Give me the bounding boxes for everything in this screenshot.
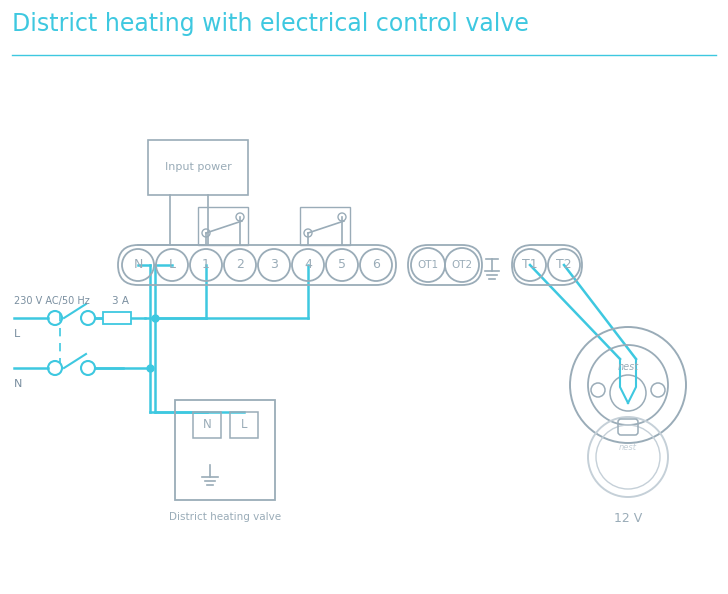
Bar [148, 140, 248, 195]
Text: District heating with electrical control valve: District heating with electrical control… [12, 12, 529, 36]
Text: OT1: OT1 [417, 260, 438, 270]
Text: 6: 6 [372, 258, 380, 271]
Text: 1: 1 [202, 258, 210, 271]
Bar [193, 412, 221, 438]
Text: 5: 5 [338, 258, 346, 271]
Text: 230 V AC/50 Hz: 230 V AC/50 Hz [14, 296, 90, 306]
Bar [300, 207, 350, 245]
Bar [198, 207, 248, 245]
Text: T1: T1 [522, 258, 538, 271]
Text: 3: 3 [270, 258, 278, 271]
Bar [175, 400, 275, 500]
Text: 4: 4 [304, 258, 312, 271]
Text: N: N [14, 379, 23, 389]
Text: 3 A: 3 A [111, 296, 129, 306]
Text: OT2: OT2 [451, 260, 472, 270]
Text: N: N [133, 258, 143, 271]
Text: 2: 2 [236, 258, 244, 271]
Bar [230, 412, 258, 438]
Text: Input power: Input power [165, 163, 232, 172]
Text: 12 V: 12 V [614, 512, 642, 525]
Text: L: L [14, 329, 20, 339]
Text: T2: T2 [556, 258, 571, 271]
Text: District heating valve: District heating valve [169, 512, 281, 522]
FancyBboxPatch shape [103, 312, 131, 324]
Text: L: L [168, 258, 175, 271]
Text: L: L [241, 419, 248, 431]
Text: nest: nest [619, 443, 637, 451]
Text: N: N [202, 419, 211, 431]
Text: nest: nest [617, 362, 638, 372]
